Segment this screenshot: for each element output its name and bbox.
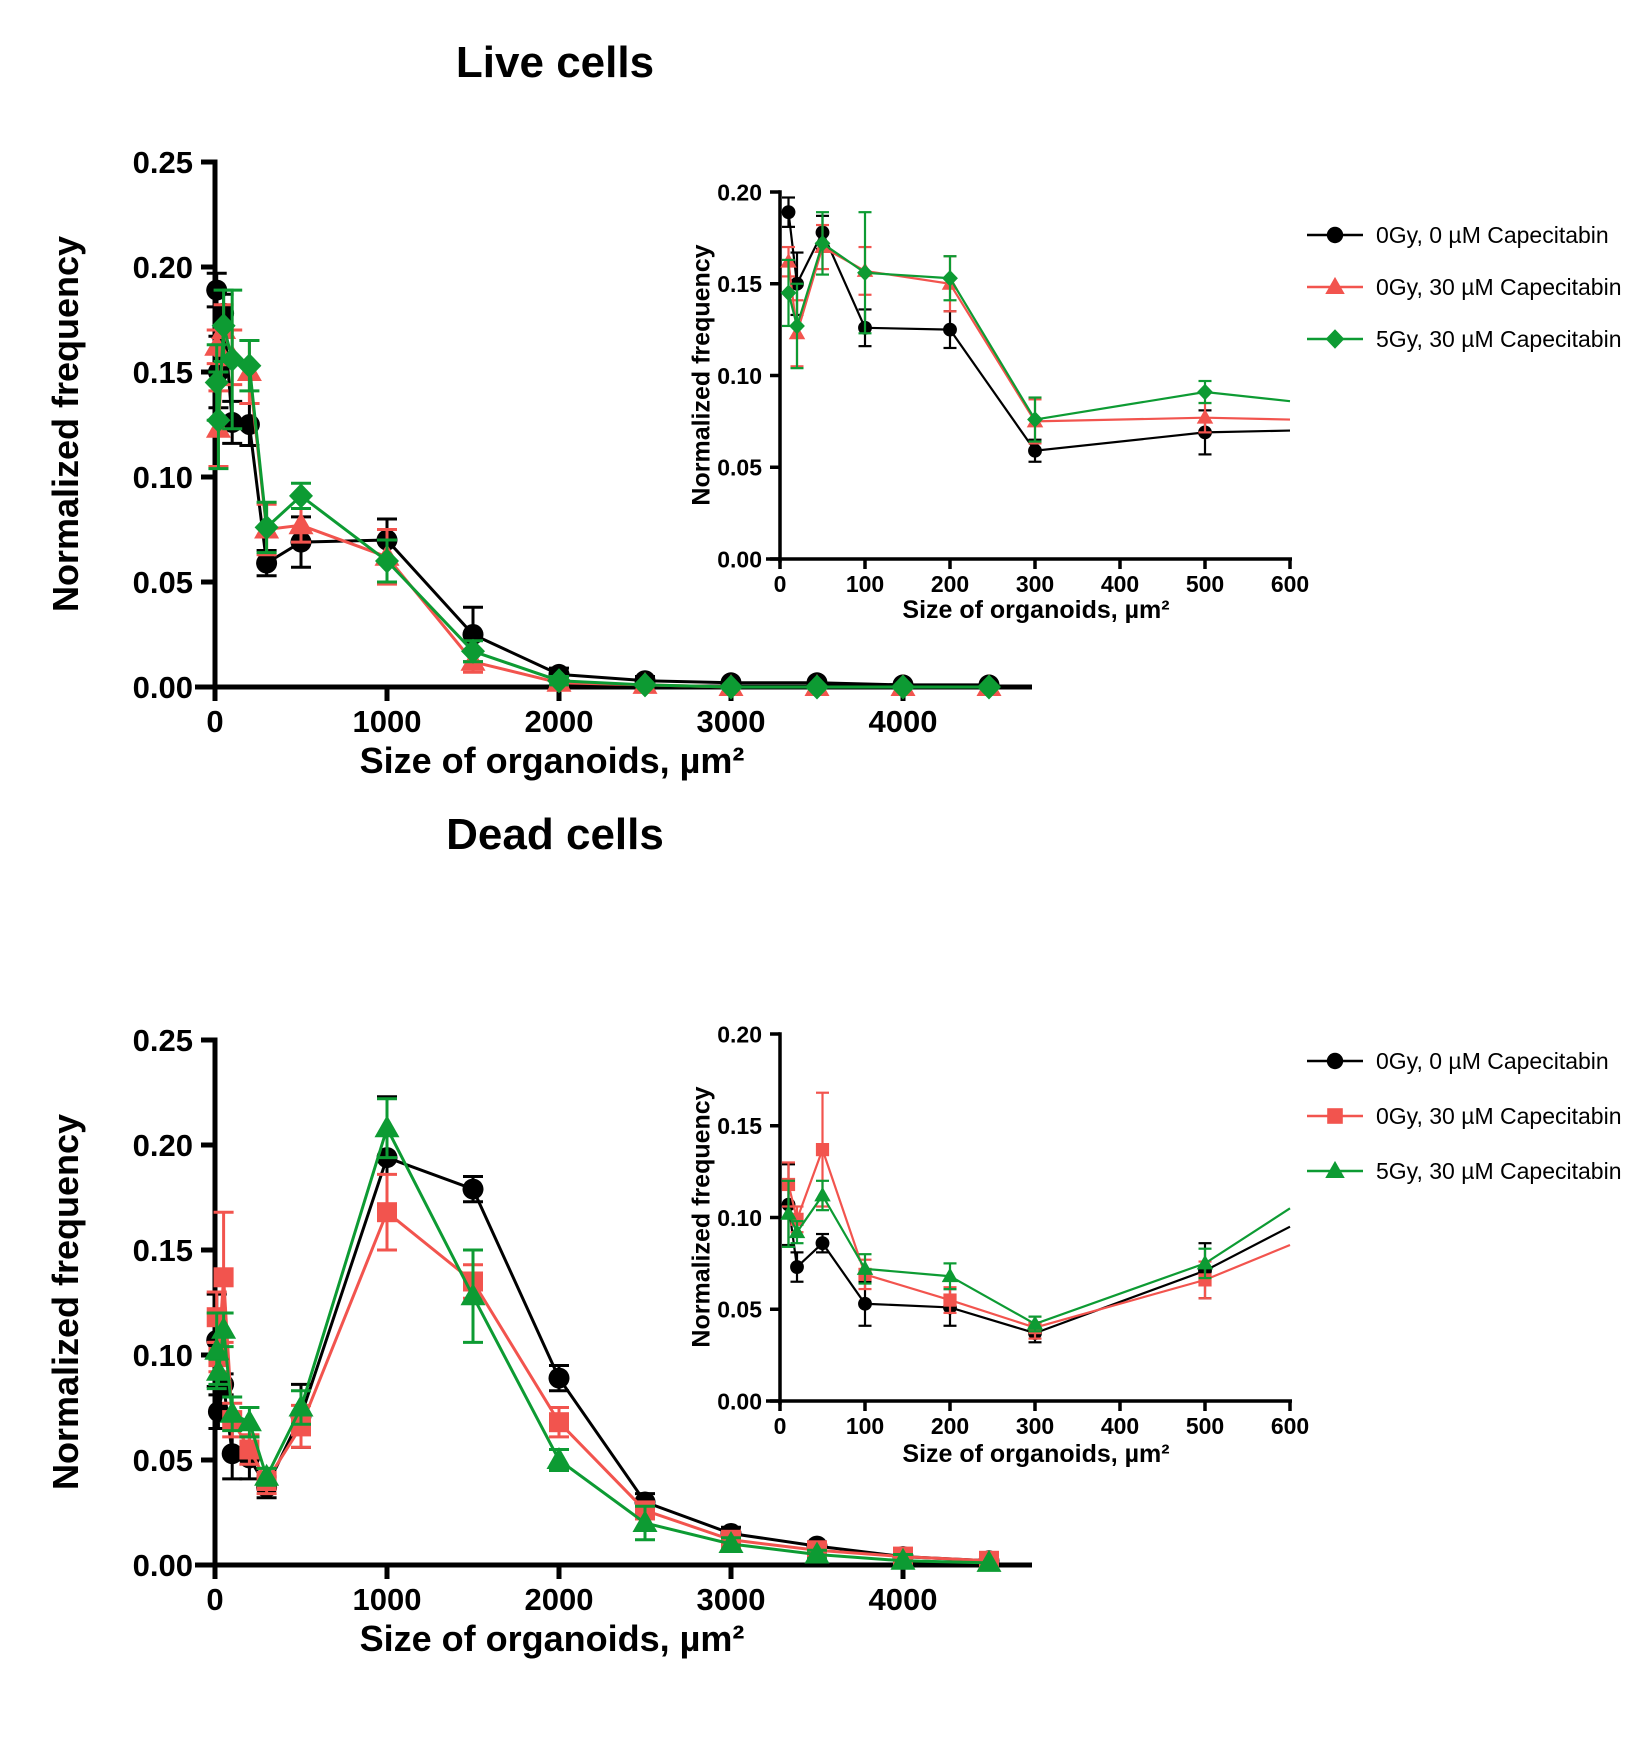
legend-item: 0Gy, 0 µM Capecitabin bbox=[1306, 222, 1622, 248]
green-diamond-series-icon bbox=[1306, 326, 1364, 352]
svg-text:300: 300 bbox=[1016, 1413, 1054, 1439]
dead-inset-plot: 0 100 200 300 400 500 600 0.00 0.05 0.10 0.15 0.20 bbox=[717, 1021, 1309, 1439]
legend-item: 5Gy, 30 µM Capecitabin bbox=[1306, 1158, 1622, 1184]
green-triangle-series-icon bbox=[1306, 1158, 1364, 1184]
svg-text:0.05: 0.05 bbox=[133, 565, 193, 600]
live-main-x-axis-label: Size of organoids, µm² bbox=[359, 740, 745, 781]
svg-text:0: 0 bbox=[774, 571, 787, 597]
svg-text:400: 400 bbox=[1101, 571, 1139, 597]
live-inset-series-2 bbox=[780, 211, 1291, 443]
dead-inset-axes: 0 100 200 300 400 500 600 0.00 0.05 0.10 0.15 0.20 bbox=[717, 1021, 1309, 1439]
svg-text:0.20: 0.20 bbox=[717, 179, 762, 205]
svg-text:0: 0 bbox=[206, 704, 223, 739]
live-inset-plot: 0 100 200 300 400 500 600 0.00 0.05 0.10 0.15 0.20 bbox=[717, 179, 1309, 597]
dead-main-plot: 0 1000 2000 3000 40000.000.050.100.150.200.2… bbox=[133, 1023, 1032, 1617]
live-main-plot: 0 1000 2000 3000 40000.000.050.100.150.200.2… bbox=[133, 145, 1032, 739]
live-inset-axes: 0 100 200 300 400 500 600 0.00 0.05 0.10 0.15 0.20 bbox=[717, 179, 1309, 597]
svg-text:0.10: 0.10 bbox=[717, 363, 762, 389]
live-inset-x-axis-label: Size of organoids, µm² bbox=[902, 596, 1170, 624]
svg-text:4000: 4000 bbox=[869, 1582, 938, 1617]
dead-inset-series-1 bbox=[781, 1091, 1291, 1340]
svg-text:100: 100 bbox=[846, 571, 884, 597]
svg-text:400: 400 bbox=[1101, 1413, 1139, 1439]
svg-text:0: 0 bbox=[774, 1413, 787, 1439]
svg-text:0.15: 0.15 bbox=[717, 1113, 762, 1139]
svg-text:200: 200 bbox=[931, 1413, 969, 1439]
svg-text:0.05: 0.05 bbox=[717, 1297, 762, 1323]
live-main-axes: 0 1000 2000 3000 40000.000.050.100.150.200.2… bbox=[133, 145, 1032, 739]
dead-main-series-2 bbox=[204, 1097, 1002, 1572]
live-main-series-2 bbox=[204, 288, 1001, 700]
legend-item: 0Gy, 0 µM Capecitabin bbox=[1306, 1048, 1622, 1074]
svg-text:0.05: 0.05 bbox=[717, 455, 762, 481]
legend-item: 0Gy, 30 µM Capecitabin bbox=[1306, 1103, 1622, 1129]
dead-main-axes: 0 1000 2000 3000 40000.000.050.100.150.200.2… bbox=[133, 1023, 1032, 1617]
legend-item: 5Gy, 30 µM Capecitabin bbox=[1306, 326, 1622, 352]
svg-text:300: 300 bbox=[1016, 571, 1054, 597]
legend-live: 0Gy, 0 µM Capecitabin 0Gy, 30 µM Capecit… bbox=[1306, 222, 1622, 378]
live-main-series-1 bbox=[204, 303, 1002, 696]
svg-text:0.20: 0.20 bbox=[717, 1021, 762, 1047]
legend-item-label: 5Gy, 30 µM Capecitabin bbox=[1376, 325, 1622, 352]
live-main-y-axis-label: Normalized frequency bbox=[45, 235, 86, 613]
red-square-series-icon bbox=[1306, 1103, 1364, 1129]
svg-text:500: 500 bbox=[1186, 1413, 1224, 1439]
svg-text:100: 100 bbox=[846, 1413, 884, 1439]
svg-text:3000: 3000 bbox=[697, 704, 766, 739]
dead-main-y-axis-label: Normalized frequency bbox=[45, 1113, 86, 1491]
svg-text:0.10: 0.10 bbox=[717, 1205, 762, 1231]
dead-main-series-1 bbox=[206, 1172, 999, 1571]
svg-text:0.00: 0.00 bbox=[133, 670, 193, 705]
svg-text:500: 500 bbox=[1186, 571, 1224, 597]
svg-text:0.20: 0.20 bbox=[133, 1128, 193, 1163]
svg-text:0.15: 0.15 bbox=[133, 1233, 193, 1268]
dead-inset-y-axis-label: Normalized frequency bbox=[687, 1086, 716, 1348]
panel-title-dead: Dead cells bbox=[446, 810, 664, 859]
svg-text:0.15: 0.15 bbox=[133, 355, 193, 390]
svg-text:200: 200 bbox=[931, 571, 969, 597]
svg-text:0.00: 0.00 bbox=[133, 1548, 193, 1583]
dead-inset-series-2 bbox=[780, 1179, 1291, 1333]
black-circle-series-icon bbox=[1306, 222, 1364, 248]
legend-dead: 0Gy, 0 µM Capecitabin 0Gy, 30 µM Capecit… bbox=[1306, 1048, 1622, 1213]
dead-main-series-0 bbox=[206, 1095, 1000, 1572]
svg-text:0.10: 0.10 bbox=[133, 1338, 193, 1373]
legend-item-label: 0Gy, 0 µM Capecitabin bbox=[1376, 1047, 1609, 1074]
panel-title-live: Live cells bbox=[455, 38, 655, 87]
legend-item-label: 0Gy, 30 µM Capecitabin bbox=[1376, 273, 1622, 300]
svg-text:0.25: 0.25 bbox=[133, 145, 193, 180]
svg-text:0.00: 0.00 bbox=[717, 546, 762, 572]
legend-item-label: 0Gy, 0 µM Capecitabin bbox=[1376, 221, 1609, 248]
red-triangle-series-icon bbox=[1306, 274, 1364, 300]
legend-item-label: 0Gy, 30 µM Capecitabin bbox=[1376, 1102, 1622, 1129]
svg-text:0.05: 0.05 bbox=[133, 1443, 193, 1478]
svg-text:600: 600 bbox=[1271, 1413, 1309, 1439]
dead-inset-x-axis-label: Size of organoids, µm² bbox=[902, 1440, 1170, 1468]
svg-text:4000: 4000 bbox=[869, 704, 938, 739]
live-inset-y-axis-label: Normalized frequency bbox=[687, 244, 716, 506]
legend-item-label: 5Gy, 30 µM Capecitabin bbox=[1376, 1157, 1622, 1184]
svg-text:0.20: 0.20 bbox=[133, 250, 193, 285]
svg-text:0.15: 0.15 bbox=[717, 271, 762, 297]
svg-text:2000: 2000 bbox=[525, 1582, 594, 1617]
svg-text:0.10: 0.10 bbox=[133, 460, 193, 495]
black-circle-series-icon bbox=[1306, 1048, 1364, 1074]
svg-text:3000: 3000 bbox=[697, 1582, 766, 1617]
svg-text:0.00: 0.00 bbox=[717, 1388, 762, 1414]
svg-text:1000: 1000 bbox=[353, 704, 422, 739]
live-main-series-0 bbox=[206, 271, 1000, 696]
svg-text:0: 0 bbox=[206, 1582, 223, 1617]
svg-text:0.25: 0.25 bbox=[133, 1023, 193, 1058]
legend-item: 0Gy, 30 µM Capecitabin bbox=[1306, 274, 1622, 300]
svg-text:2000: 2000 bbox=[525, 704, 594, 739]
svg-text:600: 600 bbox=[1271, 571, 1309, 597]
dead-main-x-axis-label: Size of organoids, µm² bbox=[359, 1618, 745, 1659]
svg-text:1000: 1000 bbox=[353, 1582, 422, 1617]
